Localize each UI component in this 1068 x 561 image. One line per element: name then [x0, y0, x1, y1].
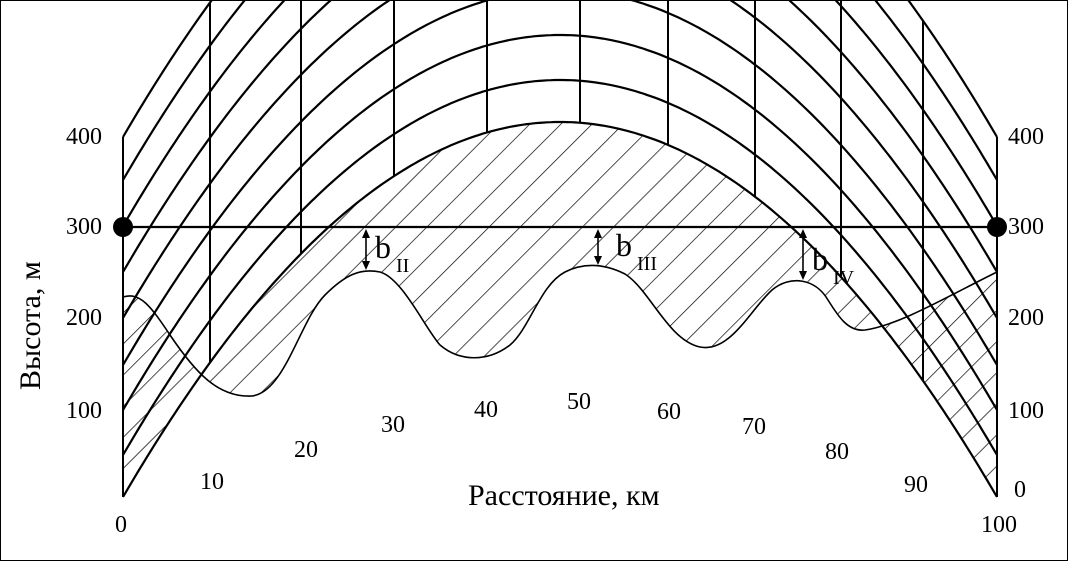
height-grid-arc [122, 33, 998, 411]
antenna-right-point [987, 217, 1007, 237]
left-height-tick-400: 400 [66, 124, 102, 150]
height-grid-arc [122, 0, 998, 273]
antenna-left-point [113, 217, 133, 237]
y-axis-title: Высота, м [14, 261, 47, 390]
distance-tick-90: 90 [904, 472, 928, 498]
height-grid-arc [122, 78, 998, 456]
left-height-tick-200: 200 [66, 305, 102, 331]
left-height-tick-300: 300 [66, 214, 102, 240]
right-height-tick-300: 300 [1008, 214, 1044, 240]
terrain-profile-line [122, 264, 998, 397]
height-grid-arc [122, 0, 998, 227]
height-grid-arc [122, 0, 998, 366]
distance-tick-50: 50 [567, 389, 591, 415]
distance-tick-30: 30 [381, 412, 405, 438]
right-height-tick-400: 400 [1008, 124, 1044, 150]
height-grid-arc [122, 120, 998, 498]
distance-tick-60: 60 [657, 399, 681, 425]
distance-tick-40: 40 [474, 397, 498, 423]
right-height-tick-100: 100 [1008, 398, 1044, 424]
clearance-label-b2: bII [375, 229, 409, 277]
left-height-tick-100: 100 [66, 398, 102, 424]
right-height-tick-0: 0 [1014, 477, 1026, 503]
distance-tick-10: 10 [200, 469, 224, 495]
distance-tick-20: 20 [294, 437, 318, 463]
distance-tick-100: 100 [981, 512, 1017, 538]
right-height-tick-200: 200 [1008, 305, 1044, 331]
distance-grid-lines [122, 0, 998, 497]
x-axis-title: Расстояние, км [468, 479, 660, 512]
terrain-hatched-area [123, 122, 997, 497]
clearance-arrow-b2 [362, 229, 370, 270]
height-grid-arc [122, 0, 998, 138]
distance-tick-80: 80 [825, 439, 849, 465]
distance-tick-0: 0 [115, 512, 127, 538]
clearance-arrow-b3 [594, 229, 602, 265]
height-grid-arc [122, 0, 998, 319]
clearance-label-b4: bIV [812, 241, 855, 289]
clearance-arrow-b4 [799, 229, 807, 280]
distance-tick-70: 70 [742, 414, 766, 440]
curved-height-grid [122, 0, 998, 498]
clearance-label-b3: bIII [616, 227, 657, 275]
